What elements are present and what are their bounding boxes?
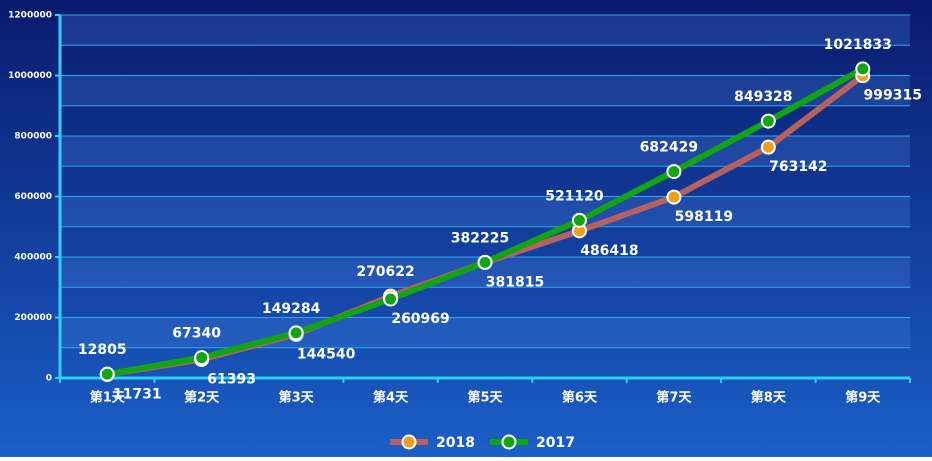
x-tick-label: 第5天 <box>467 390 503 406</box>
marker <box>571 212 587 228</box>
data-label: 486418 <box>580 243 638 259</box>
marker <box>760 139 776 155</box>
grid-band <box>60 75 910 106</box>
x-tick-label: 第4天 <box>373 390 409 406</box>
data-label: 381815 <box>486 275 544 291</box>
x-tick-label: 第2天 <box>184 390 220 406</box>
marker <box>855 61 871 77</box>
grid-band <box>60 196 910 227</box>
grid-band <box>60 317 910 348</box>
marker <box>99 366 115 382</box>
grid-band <box>60 15 910 46</box>
y-tick-label: 0 <box>46 374 52 384</box>
y-tick-label: 1200000 <box>8 11 52 21</box>
legend-marker <box>401 434 417 450</box>
plot-area: 0 200000 400000 600000 800000 1000000 1200000 第… <box>8 11 922 452</box>
data-label: 1021833 <box>824 37 892 53</box>
y-tick-label: 800000 <box>14 132 52 142</box>
marker <box>760 113 776 129</box>
data-label: 999315 <box>864 88 922 104</box>
marker <box>666 164 682 180</box>
y-tick-label: 400000 <box>14 253 52 263</box>
data-label: 12805 <box>78 342 127 358</box>
y-tick-label: 200000 <box>14 313 52 323</box>
y-tick-label: 600000 <box>14 192 52 202</box>
legend-marker <box>501 434 517 450</box>
marker <box>194 350 210 366</box>
data-label: 144540 <box>297 346 356 362</box>
x-tick-label: 第9天 <box>845 390 881 406</box>
x-tick-label: 第1天 <box>90 390 126 406</box>
data-label: 682429 <box>640 140 698 156</box>
x-tick-label: 第8天 <box>751 390 787 406</box>
marker <box>477 254 493 270</box>
x-tick-label: 第3天 <box>279 390 315 406</box>
data-label: 849328 <box>734 89 792 105</box>
legend-label: 2018 <box>436 435 475 451</box>
data-label: 521120 <box>545 188 604 204</box>
x-tick-label: 第7天 <box>656 390 692 406</box>
data-label: 11731 <box>113 386 162 402</box>
marker <box>288 325 304 341</box>
data-label: 67340 <box>172 326 221 342</box>
x-tick-label: 第6天 <box>562 390 598 406</box>
data-label: 61393 <box>207 371 256 387</box>
marker <box>383 291 399 307</box>
data-label: 763142 <box>769 159 827 175</box>
data-label: 149284 <box>262 301 321 317</box>
y-tick-label: 1000000 <box>8 71 52 81</box>
data-label: 382225 <box>451 230 509 246</box>
data-label: 270622 <box>356 264 414 280</box>
data-label: 260969 <box>391 311 449 327</box>
legend-label: 2017 <box>536 435 575 451</box>
marker <box>666 189 682 205</box>
data-label: 598119 <box>675 209 733 225</box>
